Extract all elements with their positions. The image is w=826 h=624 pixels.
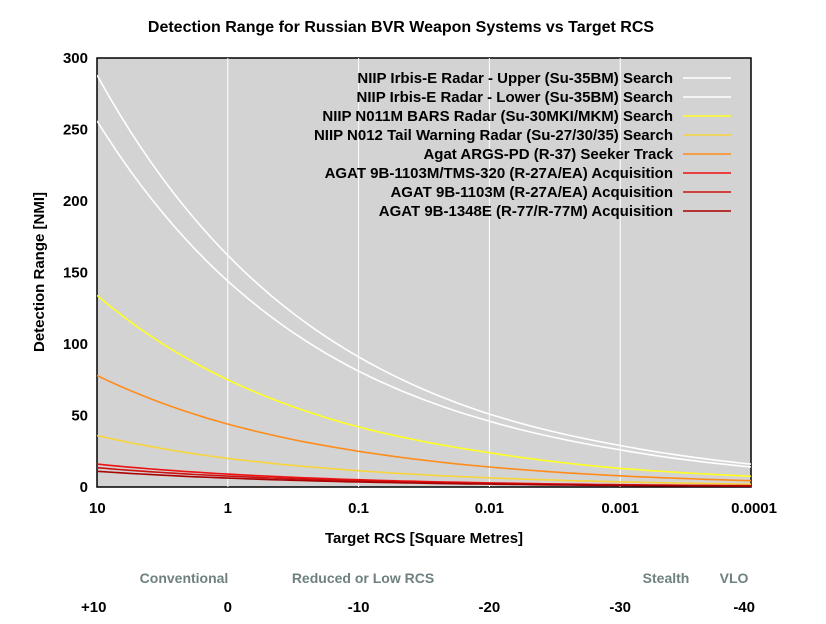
dbsm-tick-labels: +10 0 -10 -20 -30 -40 bbox=[81, 599, 755, 616]
legend: NIIP Irbis-E Radar - Upper (Su-35BM) Sea… bbox=[314, 70, 731, 220]
y-tick-labels: 0 50 100 150 200 250 300 bbox=[63, 50, 88, 496]
dbsm-tick-label: +10 bbox=[81, 599, 106, 616]
x-tick-label: 10 bbox=[89, 500, 106, 517]
x-tick-label: 0.01 bbox=[475, 500, 504, 517]
chart-title: Detection Range for Russian BVR Weapon S… bbox=[148, 19, 655, 36]
legend-label: NIIP Irbis-E Radar - Lower (Su-35BM) Sea… bbox=[357, 89, 673, 106]
plot-area bbox=[96, 57, 752, 488]
y-tick-label: 150 bbox=[63, 265, 88, 282]
x-tick-label: 0.0001 bbox=[731, 500, 777, 517]
y-tick-label: 300 bbox=[63, 50, 88, 67]
y-tick-label: 100 bbox=[63, 336, 88, 353]
x-axis-label: Target RCS [Square Metres] bbox=[325, 530, 523, 547]
grid bbox=[227, 58, 621, 487]
series-line-2 bbox=[97, 120, 751, 468]
dbsm-tick-label: -40 bbox=[733, 599, 755, 616]
y-tick-label: 250 bbox=[63, 122, 88, 139]
legend-label: AGAT 9B-1348E (R-77/R-77M) Acquisition bbox=[379, 203, 673, 220]
x-tick-label: 1 bbox=[224, 500, 232, 517]
series-line-3 bbox=[97, 294, 751, 478]
series-line-5 bbox=[97, 374, 751, 482]
legend-label: AGAT 9B-1103M (R-27A/EA) Acquisition bbox=[390, 184, 673, 201]
series-curves bbox=[97, 74, 751, 487]
rcs-band-label: VLO bbox=[720, 570, 749, 586]
rcs-band-label: Conventional bbox=[140, 570, 229, 586]
dbsm-tick-label: -30 bbox=[609, 599, 631, 616]
series-line-1 bbox=[97, 74, 751, 465]
legend-label: NIIP N011M BARS Radar (Su-30MKI/MKM) Sea… bbox=[322, 108, 673, 125]
series-line-8 bbox=[97, 470, 751, 487]
dbsm-tick-label: 0 bbox=[224, 599, 232, 616]
x-tick-label: 0.1 bbox=[348, 500, 369, 517]
series-line-4 bbox=[97, 434, 751, 485]
x-tick-labels: 10 1 0.1 0.01 0.001 0.0001 bbox=[89, 500, 777, 517]
legend-label: Agat ARGS-PD (R-37) Seeker Track bbox=[423, 146, 673, 163]
rcs-band-label: Stealth bbox=[643, 570, 690, 586]
rcs-band-label: Reduced or Low RCS bbox=[292, 570, 434, 586]
dbsm-tick-label: -10 bbox=[348, 599, 370, 616]
legend-label: AGAT 9B-1103M/TMS-320 (R-27A/EA) Acquisi… bbox=[325, 165, 673, 182]
y-tick-label: 50 bbox=[71, 408, 88, 425]
y-tick-label: 200 bbox=[63, 193, 88, 210]
legend-label: NIIP N012 Tail Warning Radar (Su-27/30/3… bbox=[314, 127, 673, 144]
y-axis-label: Detection Range [NMI] bbox=[31, 192, 48, 352]
legend-label: NIIP Irbis-E Radar - Upper (Su-35BM) Sea… bbox=[357, 70, 673, 87]
y-tick-label: 0 bbox=[80, 479, 88, 496]
x-tick-label: 0.001 bbox=[601, 500, 639, 517]
dbsm-tick-label: -20 bbox=[479, 599, 501, 616]
rcs-band-labels: Conventional Reduced or Low RCS Stealth VLO bbox=[140, 570, 749, 586]
